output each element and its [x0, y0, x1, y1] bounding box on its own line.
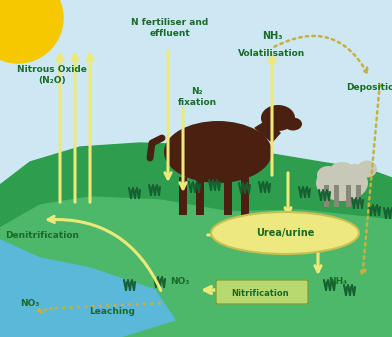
Text: NO₃: NO₃: [20, 299, 40, 307]
Bar: [356, 185, 361, 207]
Text: NO₃: NO₃: [170, 277, 190, 286]
Ellipse shape: [317, 166, 339, 184]
Bar: [224, 177, 232, 215]
FancyBboxPatch shape: [216, 280, 308, 304]
Bar: [346, 185, 351, 207]
Ellipse shape: [357, 160, 377, 178]
Bar: [179, 177, 187, 215]
Ellipse shape: [211, 212, 359, 254]
Ellipse shape: [316, 165, 368, 201]
FancyArrowPatch shape: [361, 85, 380, 274]
FancyArrowPatch shape: [37, 308, 52, 312]
Text: N fertiliser and
effluent: N fertiliser and effluent: [131, 18, 209, 38]
Ellipse shape: [164, 121, 272, 183]
Text: Volatilisation: Volatilisation: [238, 49, 306, 58]
Ellipse shape: [344, 164, 366, 182]
Ellipse shape: [330, 162, 354, 178]
Text: Leaching: Leaching: [89, 307, 135, 316]
Ellipse shape: [284, 118, 302, 130]
Polygon shape: [0, 197, 392, 337]
Bar: [334, 185, 339, 207]
Text: Deposition: Deposition: [347, 84, 392, 92]
Circle shape: [0, 0, 63, 63]
FancyArrowPatch shape: [274, 36, 367, 73]
Text: N₂
fixation: N₂ fixation: [178, 87, 216, 107]
Polygon shape: [0, 143, 392, 337]
Bar: [196, 177, 204, 215]
Text: Urea/urine: Urea/urine: [256, 228, 314, 238]
Text: Denitrification: Denitrification: [5, 231, 79, 240]
Text: NH₄: NH₄: [328, 277, 348, 286]
FancyArrowPatch shape: [48, 216, 161, 290]
Ellipse shape: [261, 105, 295, 131]
Text: NH₃: NH₃: [262, 31, 282, 41]
Polygon shape: [255, 120, 280, 142]
Polygon shape: [0, 240, 175, 337]
FancyArrowPatch shape: [208, 235, 250, 245]
Text: Nitrification: Nitrification: [231, 288, 289, 298]
Text: Nitrous Oxide
(N₂O): Nitrous Oxide (N₂O): [17, 65, 87, 85]
Bar: [324, 185, 329, 207]
Bar: [241, 177, 249, 215]
